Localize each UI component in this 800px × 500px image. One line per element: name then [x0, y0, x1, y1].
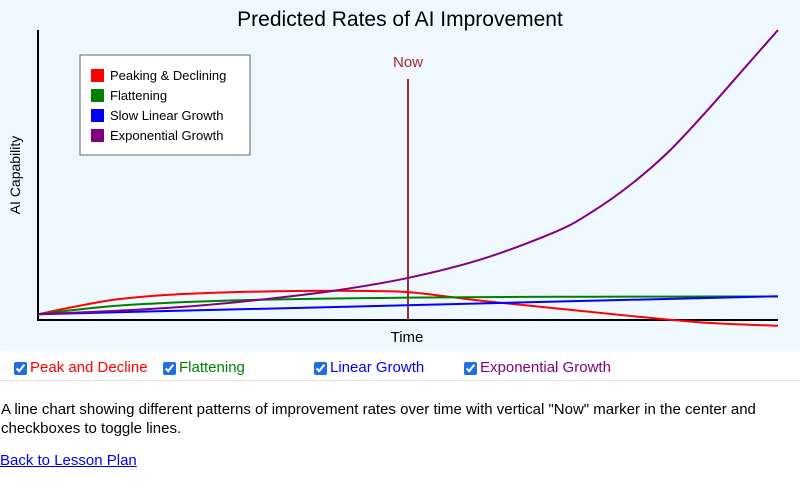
- chart-title: Predicted Rates of AI Improvement: [237, 8, 563, 31]
- chart-area: Predicted Rates of AI Improvement AI Cap…: [0, 0, 800, 350]
- checkbox-peak-label: Peak and Decline: [30, 359, 148, 376]
- legend-label-peak: Peaking & Declining: [110, 68, 226, 83]
- checkbox-expo[interactable]: [464, 361, 477, 375]
- now-marker-label: Now: [393, 54, 423, 71]
- checkbox-flat[interactable]: [163, 361, 176, 375]
- x-axis-label: Time: [391, 329, 424, 346]
- toggle-peak[interactable]: Peak and Decline: [14, 359, 148, 377]
- toggle-flat[interactable]: Flattening: [163, 359, 245, 377]
- legend-label-flat: Flattening: [110, 88, 167, 103]
- checkbox-flat-label: Flattening: [179, 359, 245, 376]
- series-line-expo: [37, 29, 779, 316]
- legend: Peaking & Declining Flattening Slow Line…: [79, 54, 251, 156]
- checkbox-linear[interactable]: [314, 361, 327, 375]
- toggle-linear[interactable]: Linear Growth: [314, 359, 424, 377]
- toggle-expo[interactable]: Exponential Growth: [464, 359, 611, 377]
- legend-swatch-peak: [91, 69, 104, 82]
- legend-swatch-expo: [91, 129, 104, 142]
- legend-swatch-linear: [91, 109, 104, 122]
- y-axis-label: AI Capability: [7, 136, 23, 215]
- chart-description: A line chart showing different patterns …: [1, 401, 756, 437]
- series-toggle-controls: Peak and Decline Flattening Linear Growt…: [0, 352, 800, 381]
- checkbox-peak[interactable]: [14, 361, 27, 375]
- legend-label-expo: Exponential Growth: [110, 128, 223, 143]
- series-lines: [37, 29, 779, 327]
- series-line-linear: [37, 295, 779, 316]
- series-line-flat: [37, 295, 779, 316]
- checkbox-linear-label: Linear Growth: [330, 359, 425, 376]
- ai-improvement-chart: Predicted Rates of AI Improvement AI Cap…: [7, 8, 779, 346]
- checkbox-expo-label: Exponential Growth: [480, 359, 611, 376]
- back-to-lesson-plan-link[interactable]: Back to Lesson Plan: [0, 452, 137, 469]
- legend-box: [79, 54, 251, 156]
- legend-label-linear: Slow Linear Growth: [110, 108, 223, 123]
- legend-swatch-flat: [91, 89, 104, 102]
